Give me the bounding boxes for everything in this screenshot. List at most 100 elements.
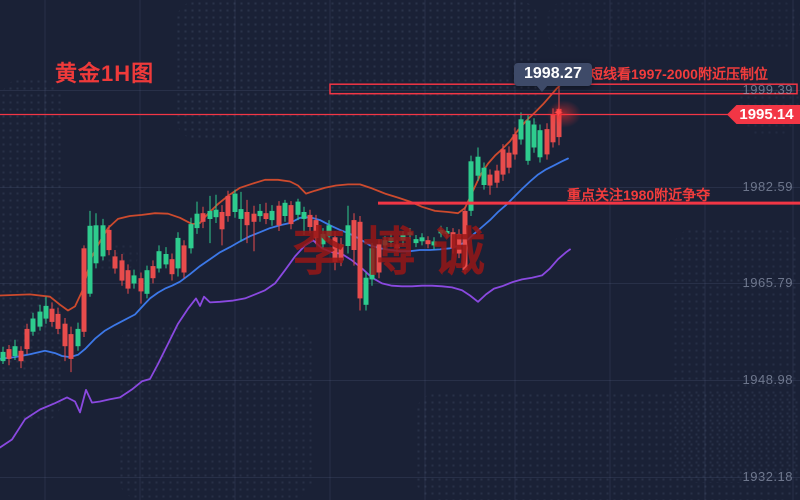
candlestick [388, 237, 394, 242]
world-map-dots [415, 392, 800, 500]
candlestick [345, 225, 351, 246]
candlestick [12, 346, 18, 356]
current-price-badge: 1995.14 [727, 105, 800, 124]
candlestick [244, 212, 250, 226]
candlestick [419, 237, 425, 242]
candlestick [351, 220, 357, 250]
price-marker-star-icon: ✦ [553, 105, 564, 120]
candlestick [75, 328, 81, 347]
candlestick [169, 259, 175, 275]
candlestick [450, 232, 456, 249]
candlestick [6, 349, 12, 359]
world-map-dots [175, 0, 540, 140]
candlestick [282, 202, 288, 216]
candlestick [131, 275, 137, 284]
candlestick [219, 212, 225, 230]
chart-title: 黄金1H图 [55, 61, 155, 86]
candlestick [156, 251, 162, 269]
candlestick [326, 225, 332, 237]
candlestick [512, 134, 518, 155]
candlestick [332, 237, 338, 263]
candlestick [301, 212, 307, 219]
middle-band-line [0, 157, 569, 360]
candlestick [0, 351, 6, 362]
candlestick [68, 334, 74, 359]
watermark: 李博诚 [293, 224, 504, 282]
candlestick [112, 256, 118, 269]
candlestick [87, 225, 93, 294]
candlestick [475, 156, 481, 176]
candlestick [225, 195, 231, 217]
candlestick [125, 270, 131, 289]
candlestick [481, 167, 487, 185]
candlestick [357, 221, 363, 299]
world-map-dots [118, 325, 313, 500]
candlestick [238, 209, 244, 219]
candlestick [394, 244, 400, 249]
candlestick [24, 328, 30, 350]
candlestick [295, 201, 301, 215]
candlestick [100, 225, 106, 257]
candlestick [163, 254, 169, 265]
candlestick [138, 278, 144, 292]
candlestick [263, 213, 269, 219]
lower-band-line [0, 239, 571, 449]
candlestick [320, 233, 326, 245]
candlestick [37, 311, 43, 327]
candlestick [313, 220, 319, 238]
candlestick [413, 239, 419, 244]
candlestick [194, 213, 200, 229]
candlestick [363, 277, 369, 305]
world-map-dots [0, 78, 62, 423]
price-axis-label: 1999.39 [742, 82, 793, 97]
price-axis-label: 1948.98 [742, 372, 793, 388]
candlestick [276, 205, 282, 226]
candlestick [144, 270, 150, 294]
candlestick [338, 244, 344, 261]
candlestick [518, 119, 524, 140]
candlestick [181, 245, 187, 273]
candlestick [18, 350, 24, 362]
candlestick [288, 205, 294, 225]
price-axis-label: 1982.59 [742, 178, 793, 194]
candlestick [456, 233, 462, 254]
candlestick [43, 305, 49, 319]
candlestick [200, 213, 206, 222]
world-map-dots [545, 0, 800, 50]
candlestick [407, 232, 413, 236]
candlestick [494, 170, 500, 183]
candlestick [93, 225, 99, 264]
candlestick [444, 231, 450, 234]
candlestick [425, 240, 431, 245]
candlestick [150, 266, 156, 279]
price-tooltip: 1998.27 [514, 63, 592, 86]
candlestick [544, 129, 550, 155]
candlestick [207, 210, 213, 219]
candlestick [376, 244, 382, 273]
candlestick [369, 248, 375, 280]
candlestick [119, 260, 125, 281]
candlestick [382, 240, 388, 246]
candlestick [531, 124, 537, 148]
upper-band-line [0, 83, 562, 312]
candlestick [487, 174, 493, 186]
candlestick [431, 241, 437, 246]
candlestick [462, 210, 468, 271]
candlestick [55, 313, 61, 329]
price-glow-highlight [540, 95, 588, 133]
price-axis-label: 1965.79 [742, 275, 793, 291]
candlestick [251, 213, 257, 222]
world-map-dots [672, 228, 800, 483]
candlestick [81, 248, 87, 332]
candlestick [500, 149, 506, 175]
support-annotation: 重点关注1980附近争夺 [567, 187, 711, 203]
candlestick [438, 229, 444, 234]
candlestick [175, 237, 181, 269]
candlestick [30, 318, 36, 332]
candlestick [468, 161, 474, 211]
candlestick [106, 229, 112, 251]
candlestick [506, 152, 512, 168]
candlestick [62, 323, 68, 347]
